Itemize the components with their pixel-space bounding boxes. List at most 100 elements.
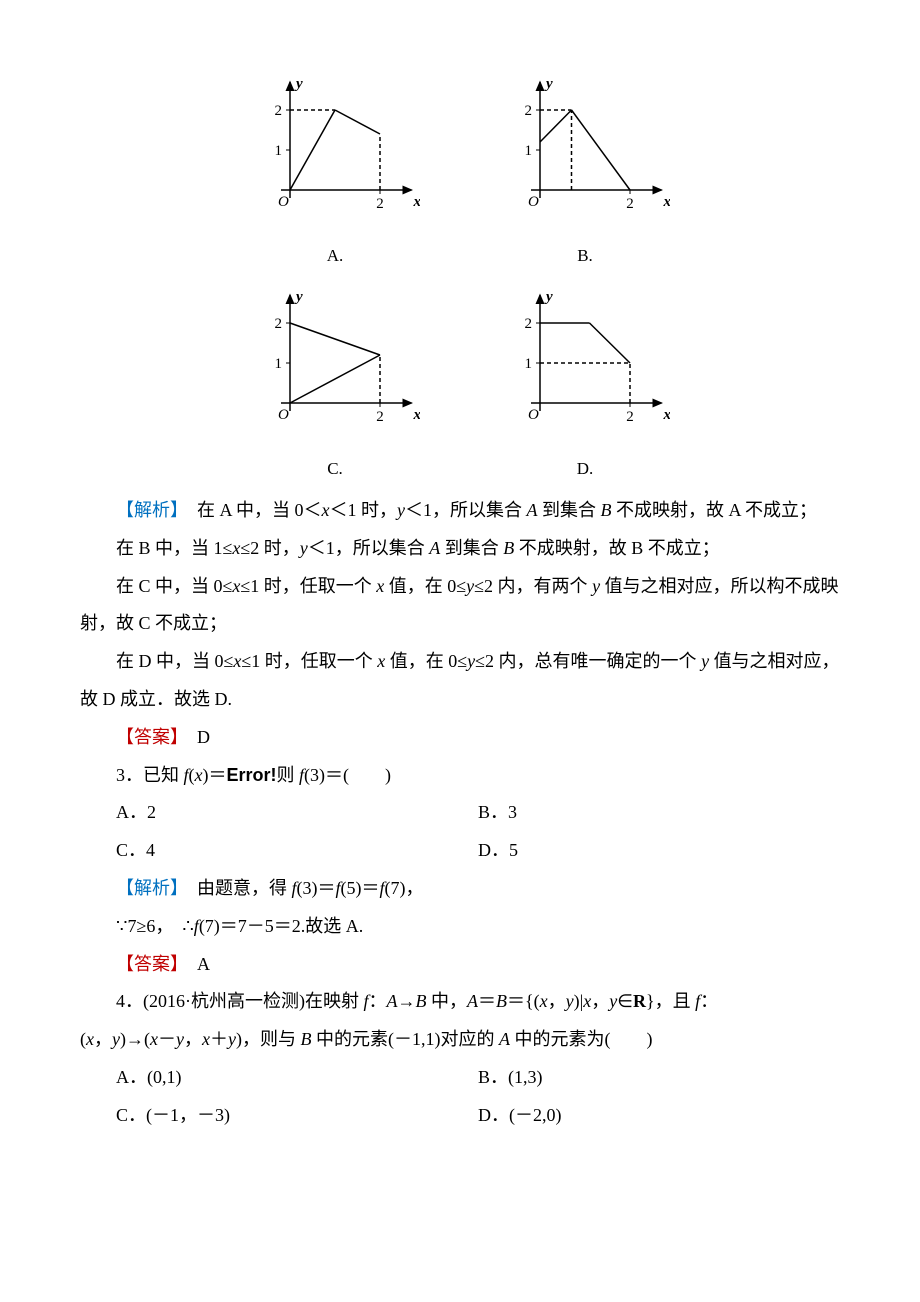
txt: ＝ [478,991,496,1011]
txt: 4．(2016·杭州高一检测)在映射 [116,991,363,1011]
svg-text:y: y [294,289,303,305]
q4-optB: B．(1,3) [478,1059,840,1097]
graph-C-svg: 122Oyx [250,283,420,433]
graph-D-svg: 1 2 2 Oy x [500,283,670,433]
svg-text:x: x [663,407,671,423]
var-x: x [322,500,330,520]
txt: ： [700,991,718,1011]
svg-text:2: 2 [525,316,533,332]
var-B: B [301,1029,312,1049]
var-y: y [228,1029,236,1049]
answer-label: 【答案】 [116,727,179,747]
q4-line1: 4．(2016·杭州高一检测)在映射 f：A→B 中，A＝B＝{(x，y)|x，… [80,983,840,1021]
txt: 中的元素为( ) [510,1029,653,1049]
txt: 3．已知 [116,765,184,785]
txt: 则 [277,765,300,785]
q3: 3．已知 f(x)＝Error!则 f(3)＝( ) [80,757,840,795]
var-B: B [503,538,514,558]
q4-optD: D．(－2,0) [478,1097,840,1135]
var-y: y [701,651,709,671]
txt: (3)＝( ) [304,765,391,785]
svg-text:2: 2 [525,103,533,119]
graph-row-2: 122Oyx C. 122Oyx D. [80,283,840,486]
q3-optA: A．2 [116,794,478,832]
graph-B-svg: 122Oyx [500,70,670,220]
graph-B-label: B. [500,238,670,274]
txt: ≤2 内，有两个 [474,576,592,596]
svg-text:2: 2 [376,196,384,212]
txt: 中的元素(－1,1)对应的 [312,1029,500,1049]
svg-text:y: y [544,289,553,305]
q3-solution-2: ∵7≥6， ∴f(7)＝7－5＝2.故选 A. [80,908,840,946]
txt: )→( [120,1029,150,1049]
svg-text:2: 2 [275,103,283,119]
svg-text:x: x [663,194,671,210]
txt: 值，在 0≤ [385,651,467,671]
q4-optC: C．(－1，－3) [116,1097,478,1135]
svg-text:1: 1 [275,356,283,372]
txt: － [158,1029,176,1049]
txt: ＋ [210,1029,228,1049]
txt: ， [591,991,609,1011]
var-y: y [592,576,600,596]
AtoB: A→B [387,991,427,1011]
analysis-label: 【解析】 [116,500,179,520]
svg-text:1: 1 [525,143,533,159]
svg-text:O: O [278,407,289,423]
q3-opts-row1: A．2 B．3 [80,794,840,832]
q4-optA: A．(0,1) [116,1059,478,1097]
q3-optB: B．3 [478,794,840,832]
answer-text: A [179,954,210,974]
svg-text:2: 2 [626,196,634,212]
q3-optD: D．5 [478,832,840,870]
var-y: y [397,500,405,520]
txt: }，且 [646,991,695,1011]
txt: 由题意，得 [179,878,292,898]
graph-C-label: C. [250,451,420,487]
txt: ＜1 时， [330,500,398,520]
txt: 在 C 中，当 0≤ [116,576,232,596]
q4-opts-row2: C．(－1，－3) D．(－2,0) [80,1097,840,1135]
svg-text:2: 2 [275,316,283,332]
var-B: B [601,500,612,520]
txt: 值，在 0≤ [384,576,466,596]
svg-text:O: O [528,194,539,210]
txt: 在 A 中，当 0＜ [179,500,322,520]
txt: ， [94,1029,112,1049]
graph-B: 122Oyx B. [500,70,670,273]
txt: (3)＝ [297,878,336,898]
svg-text:1: 1 [525,356,533,372]
var-y: y [467,651,475,671]
var-y: y [566,991,574,1011]
txt: ， [184,1029,202,1049]
q4-line2: (x，y)→(x－y，x＋y)，则与 B 中的元素(－1,1)对应的 A 中的元… [80,1021,840,1059]
answer-A: 【答案】 A [80,946,840,984]
fx-arg: (x) [189,765,209,785]
graph-row-1: 122Oyx A. 122Oyx B. [80,70,840,273]
answer-D: 【答案】 D [80,719,840,757]
txt: ＜1，所以集合 [405,500,527,520]
txt: ∵7≥6， ∴ [116,916,194,936]
svg-text:O: O [528,407,539,423]
answer-label: 【答案】 [116,954,179,974]
txt: ， [548,991,566,1011]
txt: ≤1 时，任取一个 [241,651,377,671]
graph-A: 122Oyx A. [250,70,420,273]
txt: (7)， [385,878,424,898]
var-A: A [499,1029,510,1049]
analysis-B: 在 B 中，当 1≤x≤2 时，y＜1，所以集合 A 到集合 B 不成映射，故 … [80,530,840,568]
analysis-A: 【解析】 在 A 中，当 0＜x＜1 时，y＜1，所以集合 A 到集合 B 不成… [80,492,840,530]
txt: 到集合 [440,538,503,558]
error-text: Error! [227,765,277,785]
txt: ∈ [617,991,633,1011]
txt: 不成映射，故 A 不成立； [612,500,818,520]
var-A: A [429,538,440,558]
svg-text:2: 2 [626,409,634,425]
svg-text:y: y [294,76,303,92]
var-x: x [540,991,548,1011]
txt: ≤2 内，总有唯一确定的一个 [475,651,701,671]
var-A: A [527,500,538,520]
answer-text: D [179,727,210,747]
analysis-C: 在 C 中，当 0≤x≤1 时，任取一个 x 值，在 0≤y≤2 内，有两个 y… [80,568,840,644]
graph-A-label: A. [250,238,420,274]
